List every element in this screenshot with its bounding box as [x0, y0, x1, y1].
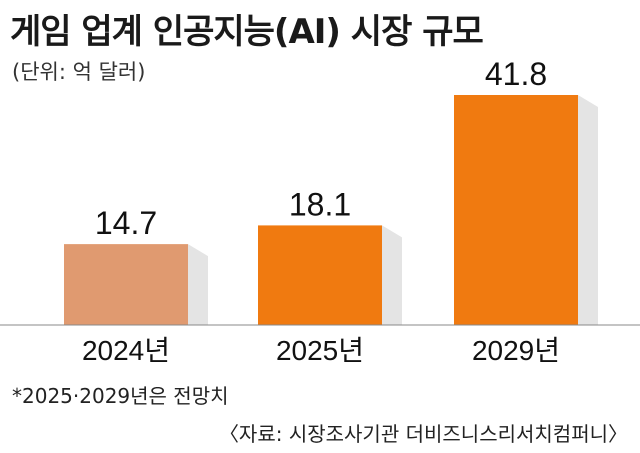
bar-shadow	[578, 95, 598, 325]
unit-label: (단위: 억 달러)	[12, 60, 146, 84]
category-label: 2025년	[276, 335, 364, 366]
bar-2025년	[258, 225, 382, 325]
bar-2024년	[64, 244, 188, 325]
value-label: 14.7	[95, 205, 157, 241]
value-label: 18.1	[289, 186, 351, 222]
category-label: 2024년	[82, 335, 170, 366]
category-label: 2029년	[472, 335, 560, 366]
chart-title: 게임 업계 인공지능(AI) 시장 규모	[10, 12, 484, 52]
source-note: 〈자료: 시장조사기관 더비즈니스리서치컴퍼니〉	[218, 422, 628, 446]
bar-shadow	[382, 225, 402, 325]
bar-2029년	[454, 95, 578, 325]
value-label: 41.8	[485, 56, 547, 92]
footnote: *2025·2029년은 전망치	[12, 384, 229, 408]
bar-shadow	[188, 244, 208, 325]
